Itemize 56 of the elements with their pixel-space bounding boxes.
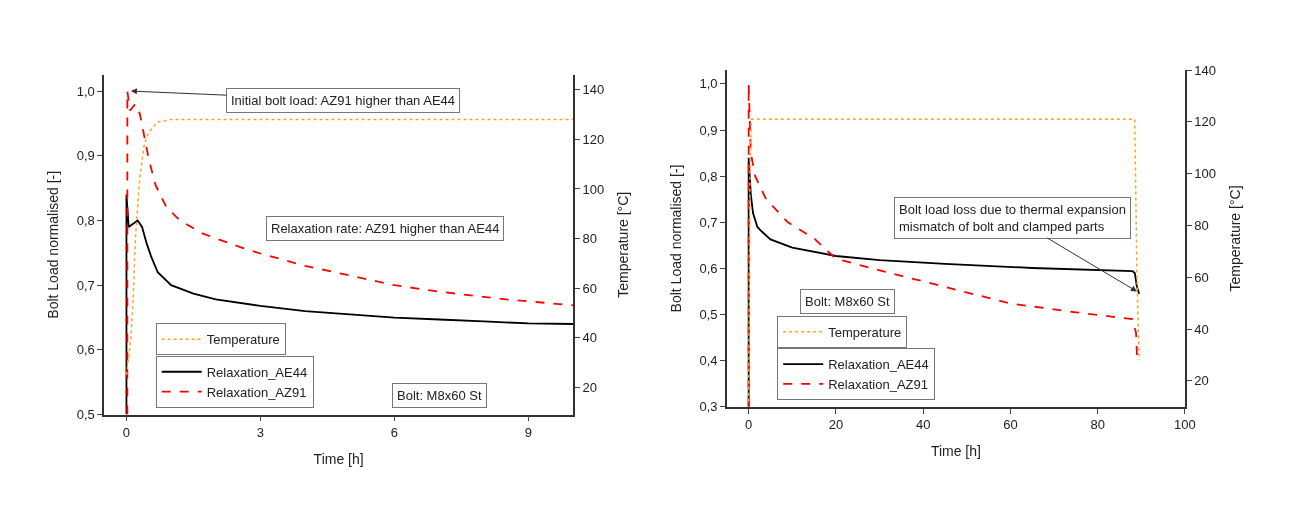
y-tick-label: 0,9 [76,148,95,164]
y-tick-label: 0,7 [76,277,95,293]
y-axis-title: Bolt Load normalised [-] [44,170,61,319]
legend-label: Temperature [828,324,902,340]
line-series [126,90,574,415]
y2-tick-label: 120 [1194,114,1217,130]
annotation: Bolt: M8x60 St [397,388,482,403]
legend-label: Relaxation_AE44 [828,357,929,373]
x-tick-label: 100 [1174,417,1196,433]
x-axis-title: Time [h] [313,450,364,467]
x-tick-label: 20 [828,417,844,433]
legend-label: Relaxation_AZ91 [206,384,307,400]
annotation: Relaxation rate: AZ91 higher than AE44 [271,221,500,236]
y2-tick-label: 20 [582,379,597,395]
legend-label: Temperature [206,332,280,348]
legend-label: Relaxation_AE44 [206,364,308,380]
annotation: Initial bolt load: AZ91 higher than AE44 [231,93,456,108]
y-tick-label: 0,8 [76,213,95,229]
x-tick-label: 6 [390,424,399,440]
y2-tick-label: 80 [582,231,597,247]
y-tick-label: 0,6 [699,260,718,276]
x-tick-label: 60 [1003,417,1018,433]
y2-tick-label: 60 [1194,269,1209,285]
annotation: Bolt load loss due to thermal expansion mismatch of bolt and clamped parts [899,202,1126,234]
y-tick-label: 0,6 [76,342,95,358]
y2-axis-title: Temperature [°C] [615,191,631,298]
annotation: Bolt: M8x60 St [805,294,890,309]
y-tick-label: 0,5 [699,307,718,323]
x-tick-label: 0 [745,417,753,433]
y-tick-label: 0,9 [699,122,718,138]
y2-tick-label: 60 [582,280,597,296]
x-tick-label: 0 [122,424,131,440]
y2-tick-label: 120 [582,131,605,147]
y-tick-label: 0,7 [699,214,718,230]
y2-tick-label: 80 [1194,218,1209,234]
y-tick-label: 1,0 [699,76,718,92]
y2-axis-title: Temperature [°C] [1226,185,1243,292]
x-tick-label: 3 [256,424,265,440]
y-tick-label: 0,8 [699,168,718,184]
y2-tick-label: 140 [582,82,605,98]
y-tick-label: 0,3 [699,399,718,415]
y-axis-title: Bolt Load normalised [-] [667,164,684,313]
y-tick-label: 0,4 [699,353,718,369]
y2-tick-label: 100 [582,181,605,197]
x-tick-label: 9 [524,424,533,440]
y2-tick-label: 140 [1194,62,1217,78]
y-tick-label: 1,0 [76,83,95,99]
legend-label: Relaxation_AZ91 [828,377,928,393]
x-tick-label: 40 [915,417,931,433]
y-tick-label: 0,5 [76,407,95,423]
y2-tick-label: 40 [582,330,597,346]
x-tick-label: 80 [1090,417,1105,433]
y2-tick-label: 40 [1194,321,1209,337]
y2-tick-label: 20 [1194,373,1209,389]
x-axis-title: Time [h] [930,442,981,459]
y2-tick-label: 100 [1194,166,1217,182]
